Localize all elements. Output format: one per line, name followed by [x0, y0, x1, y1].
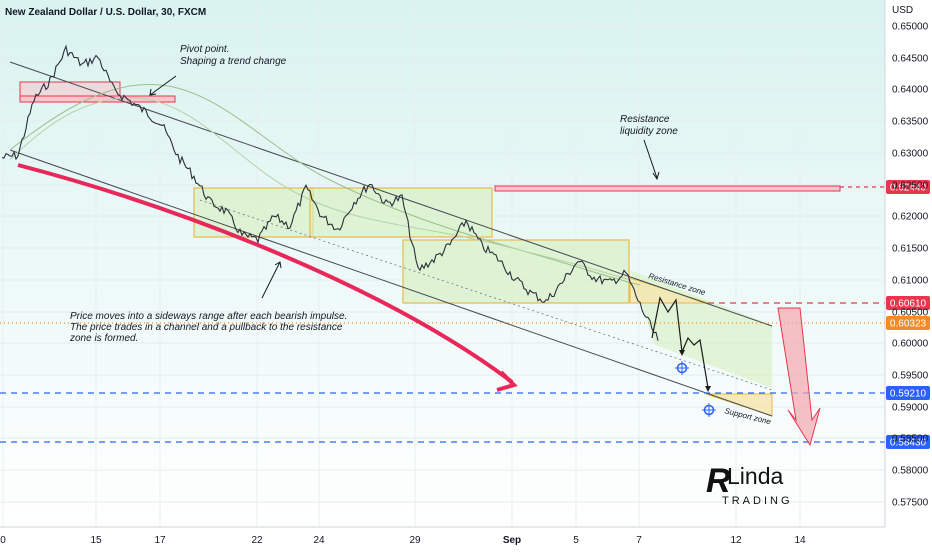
- price-level-tag: [886, 386, 930, 400]
- y-tick-label: 0.58500: [892, 434, 929, 445]
- price-level-value: 0.59210: [890, 389, 927, 400]
- logo-letter: R: [706, 462, 731, 500]
- sideways-note-line3: zone is formed.: [69, 333, 138, 344]
- x-tick-label: Sep: [503, 535, 521, 546]
- resistance-pointer: [643, 139, 658, 179]
- x-tick-label: 24: [313, 535, 325, 546]
- pivot-bar: [19, 95, 176, 103]
- x-tick-label: 7: [636, 535, 642, 546]
- brand-logo: R Linda TRADING: [706, 462, 793, 507]
- forecast-arrowhead-1: [679, 350, 685, 356]
- channel-lower-line: [9, 149, 773, 417]
- forecast-path-1: [651, 296, 683, 353]
- forecast-path-2: [681, 336, 709, 389]
- sideways-pointer-head: [274, 261, 282, 269]
- sideways-note-line2: The price trades in a channel and a pull…: [70, 322, 343, 333]
- y-tick-label: 0.65000: [892, 22, 929, 33]
- x-axis: 0 15 17 22 24 29 Sep 5 7 12 14: [0, 526, 885, 546]
- price-series: [1, 44, 711, 392]
- price-level-tag: [886, 180, 930, 194]
- channel-mid-line: [199, 199, 773, 391]
- logo-subtitle: TRADING: [722, 495, 793, 507]
- y-tick-label: 0.63500: [892, 117, 929, 128]
- price-level-value: 0.60610: [890, 299, 927, 310]
- logo-name: Linda: [727, 463, 783, 489]
- pivot-note-line1: Pivot point.: [180, 44, 229, 55]
- forecast-arrowhead-2: [705, 386, 711, 392]
- price-level-tag: [886, 296, 930, 310]
- price-level-value: 0.62440: [890, 183, 927, 194]
- currency-label: USD: [892, 5, 913, 16]
- moving-average-fast: [9, 97, 631, 281]
- price-level-tag: [886, 435, 930, 449]
- y-tick-label: 0.61500: [892, 244, 929, 255]
- y-tick-label: 0.63000: [892, 149, 929, 160]
- x-tick-label: 29: [409, 535, 421, 546]
- y-tick-label: 0.64500: [892, 54, 929, 65]
- x-tick-label: 22: [251, 535, 263, 546]
- annotations: [17, 75, 821, 447]
- channel-upper-line: [9, 61, 773, 327]
- x-tick-label: 15: [90, 535, 102, 546]
- sideways-range-box: [309, 187, 493, 238]
- y-tick-label: 0.60500: [892, 308, 929, 319]
- y-tick-label: 0.62500: [892, 181, 929, 192]
- pivot-pointer: [149, 75, 177, 96]
- downtrend-curve-arrow: [17, 163, 514, 384]
- y-tick-label: 0.58000: [892, 466, 929, 477]
- target-arrow: [777, 307, 821, 447]
- price-level-tag: [886, 316, 930, 330]
- y-tick-label: 0.61000: [892, 276, 929, 287]
- pivot-note-line2: Shaping a trend change: [180, 56, 287, 67]
- price-level-value: 0.58430: [890, 438, 927, 449]
- moving-average-slow: [9, 83, 641, 286]
- resistance-pointer-head: [652, 171, 660, 181]
- x-tick-label: 14: [794, 535, 806, 546]
- y-axis: 0.65000 0.64500 0.64000 0.63500 0.63000 0.625…: [884, 0, 929, 527]
- y-tick-label: 0.59500: [892, 371, 929, 382]
- y-tick-label: 0.62000: [892, 212, 929, 223]
- x-tick-label: 0: [0, 535, 6, 546]
- x-tick-label: 5: [573, 535, 579, 546]
- resistance-liquidity-line1: Resistance: [620, 114, 670, 125]
- y-tick-label: 0.64000: [892, 85, 929, 96]
- y-tick-label: 0.59000: [892, 403, 929, 414]
- resistance-liquidity-line2: liquidity zone: [620, 126, 678, 137]
- price-channel: [9, 61, 773, 417]
- price-level-value: 0.60323: [890, 319, 927, 330]
- sideways-pointer: [261, 261, 281, 299]
- downtrend-curve-arrowhead: [496, 370, 518, 392]
- y-tick-label: 0.60000: [892, 339, 929, 350]
- price-levels: 0.62440 0.60610 0.60323 0.59210 0.58430: [0, 180, 930, 449]
- chart-title: New Zealand Dollar / U.S. Dollar, 30, FX…: [5, 7, 206, 18]
- sideways-note-line1: Price moves into a sideways range after …: [70, 311, 347, 322]
- price-line: [1, 44, 659, 341]
- pivot-pointer-head: [149, 88, 157, 96]
- y-tick-label: 0.57500: [892, 498, 929, 509]
- x-tick-label: 12: [730, 535, 742, 546]
- x-tick-label: 17: [154, 535, 166, 546]
- resistance-liquidity-bar: [494, 185, 841, 192]
